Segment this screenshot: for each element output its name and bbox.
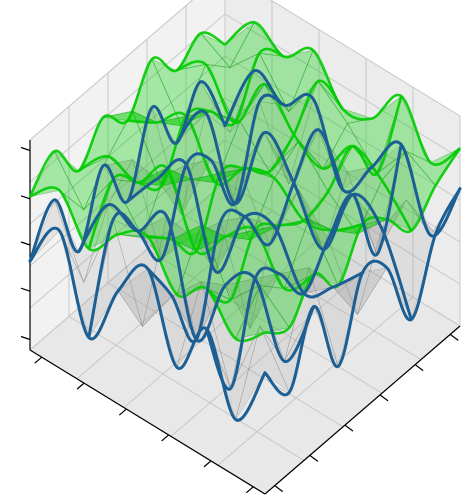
y-tick	[309, 454, 319, 462]
x-tick	[161, 434, 170, 442]
wireframe-patch	[88, 219, 143, 338]
wireframe-line-col	[146, 128, 344, 344]
grid-line-floor-x	[76, 210, 273, 380]
wireframe-line-col	[204, 143, 403, 391]
grid-line-left-h	[29, 0, 194, 141]
x-tick	[203, 460, 212, 468]
wireframe-line-row	[28, 226, 267, 422]
x-tick	[245, 486, 254, 494]
z-tick	[20, 287, 31, 292]
surface-line-col	[205, 95, 403, 304]
y-tick	[344, 424, 354, 432]
x-axis-line	[29, 349, 266, 495]
grid-line-floor-x	[123, 239, 320, 408]
grid-line-floor-y	[185, 215, 422, 361]
axes	[20, 140, 461, 495]
wireframe-line-col	[87, 93, 286, 339]
surface-line-col	[28, 31, 226, 198]
y-tick	[414, 364, 424, 372]
x-tick	[34, 356, 43, 364]
wireframe-line-col	[28, 80, 227, 263]
wireframe-line-row	[126, 158, 364, 299]
wireframe-lines	[28, 69, 462, 422]
y-axis-line	[264, 325, 461, 495]
grid-line-floor-x	[217, 296, 414, 466]
grid-line-right-h	[224, 13, 461, 159]
grid-line-left-h	[29, 181, 226, 351]
x-tick	[118, 408, 127, 416]
z-tick	[20, 146, 31, 152]
z-tick	[20, 195, 31, 200]
grid-line-floor-y	[146, 248, 383, 394]
grid-line-floor-y	[224, 181, 461, 327]
x-tick	[76, 382, 85, 390]
z-tick	[20, 335, 31, 341]
grid-line-right-h	[224, 55, 461, 201]
surface-patch	[29, 150, 85, 211]
wireframe-line-col	[263, 187, 462, 397]
grid-line-floor-x	[170, 268, 367, 437]
grid-line-right-h	[269, 0, 461, 117]
y-tick	[379, 394, 389, 402]
grid-line-floor-y	[68, 315, 305, 461]
y-tick	[449, 333, 459, 341]
grid-line-floor-y	[107, 282, 344, 428]
y-tick	[274, 485, 284, 493]
z-tick	[20, 241, 31, 246]
